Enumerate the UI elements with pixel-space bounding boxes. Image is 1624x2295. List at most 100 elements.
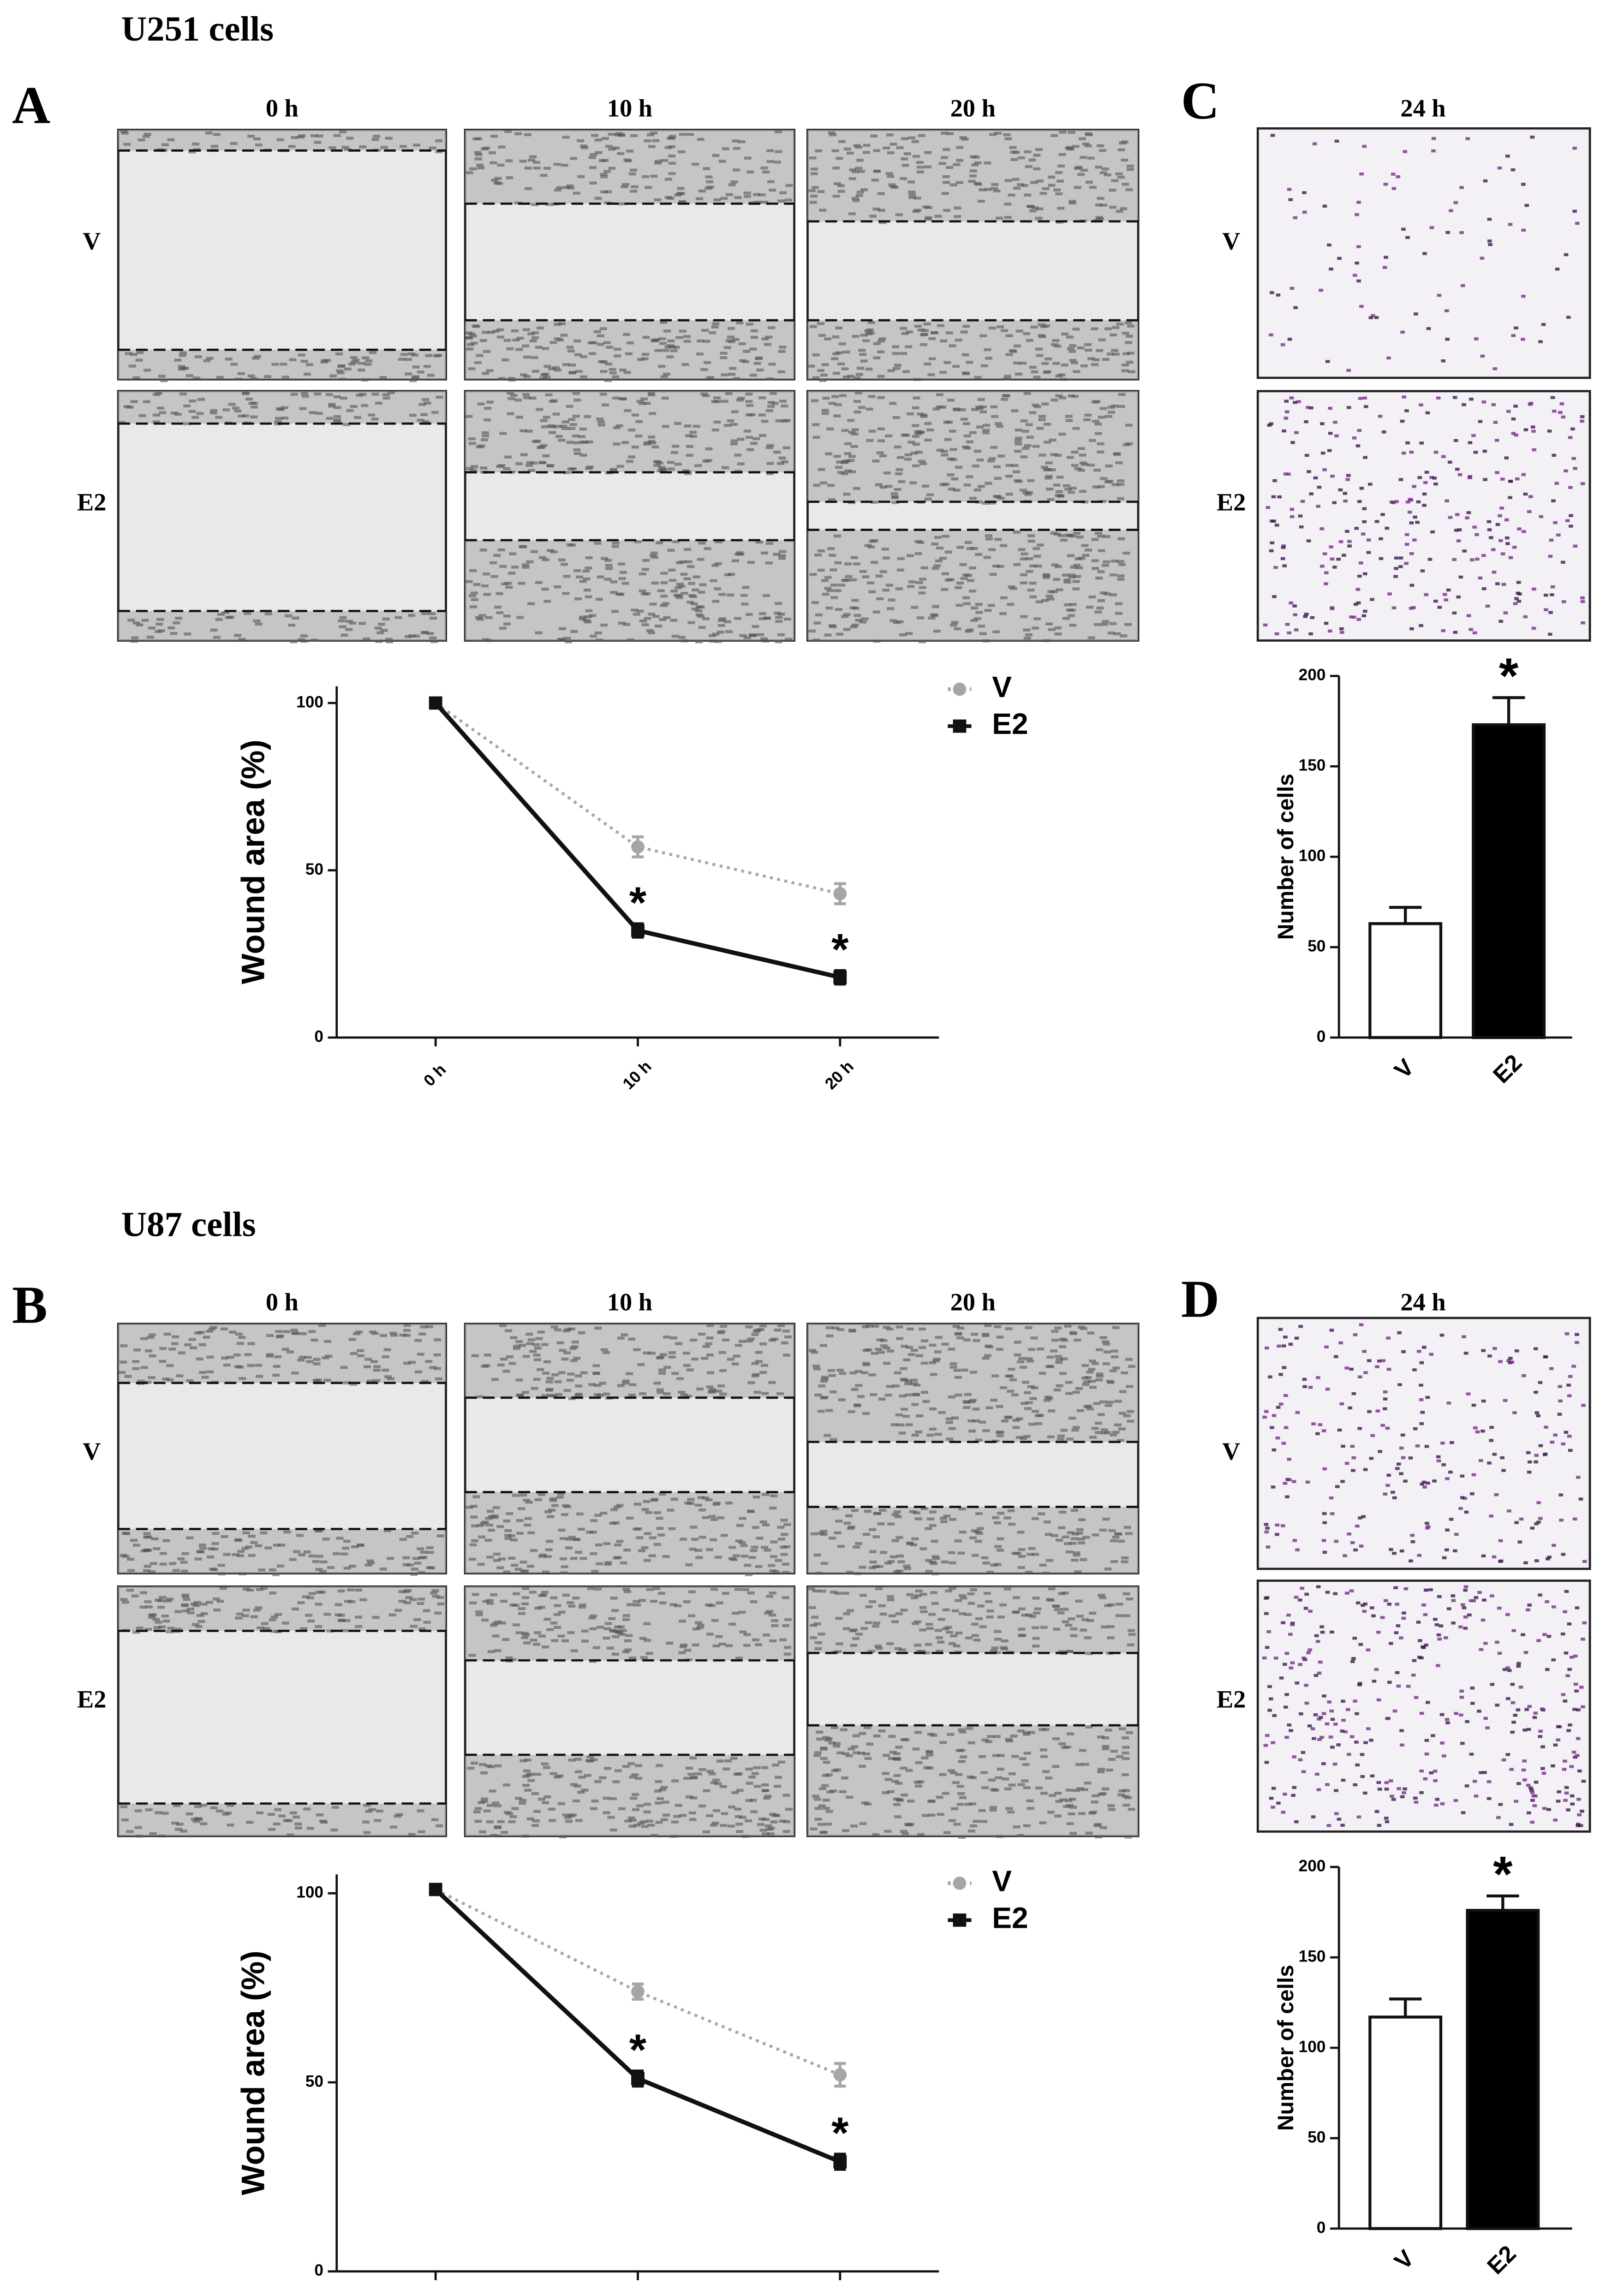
cell [1099, 1826, 1107, 1830]
cell [849, 1371, 857, 1375]
cell [622, 183, 630, 186]
cell [1063, 603, 1071, 607]
cell [689, 1548, 697, 1551]
cell [758, 413, 766, 417]
cell [1270, 291, 1274, 294]
cell [621, 1333, 628, 1336]
cell [1116, 322, 1124, 326]
cell [583, 577, 591, 581]
cell [871, 560, 878, 564]
cell [996, 1347, 1003, 1351]
cell [591, 1799, 599, 1803]
cell [1116, 1603, 1123, 1606]
cell [757, 1823, 764, 1826]
cell [1404, 542, 1409, 546]
cell [1056, 588, 1063, 591]
cell [919, 1606, 927, 1609]
cell [412, 1557, 420, 1560]
cell [818, 334, 826, 337]
cell [982, 639, 990, 643]
cell [122, 1532, 130, 1535]
cell [405, 358, 412, 361]
cell [887, 1349, 895, 1353]
cell [1045, 475, 1053, 478]
cell [910, 1378, 918, 1382]
cell [911, 1433, 919, 1437]
cell [1027, 1806, 1034, 1810]
cell [130, 1538, 138, 1542]
cell [1021, 1613, 1029, 1617]
cell [223, 1553, 231, 1556]
cell [542, 1801, 549, 1805]
cell [292, 1607, 299, 1611]
cell [780, 1519, 788, 1522]
cell [829, 133, 837, 137]
cell [706, 1336, 714, 1340]
cell [832, 167, 840, 170]
cell [943, 361, 951, 364]
cell [1054, 626, 1062, 630]
cell [1491, 548, 1496, 551]
cell [522, 563, 530, 566]
cell [668, 1355, 676, 1359]
cell [1031, 1410, 1039, 1413]
cell [690, 602, 698, 606]
cell [241, 1547, 249, 1550]
cell [523, 355, 531, 359]
cell [1325, 360, 1330, 363]
cell [247, 135, 255, 138]
cell [1063, 484, 1070, 487]
cell [1069, 1806, 1077, 1809]
cell [1097, 450, 1105, 453]
cell [1047, 597, 1055, 601]
cell [1445, 231, 1450, 234]
cell [887, 1598, 895, 1602]
cell [1075, 1532, 1083, 1535]
cell [142, 135, 150, 138]
cell [1437, 606, 1442, 609]
cell [1100, 1428, 1108, 1431]
cell [1409, 584, 1415, 587]
cell [210, 628, 218, 632]
cell [516, 1394, 524, 1397]
cell [750, 1810, 758, 1813]
cell [478, 1535, 486, 1538]
cell [210, 409, 218, 412]
cell [633, 1348, 641, 1352]
cell [731, 1611, 739, 1615]
cell [176, 1823, 184, 1826]
cell [911, 1403, 919, 1406]
cell [672, 346, 680, 349]
cell [1053, 1388, 1061, 1392]
cell [323, 1613, 331, 1616]
cell [350, 1352, 358, 1355]
cell [494, 605, 502, 609]
cell [170, 411, 178, 415]
cell [1120, 634, 1128, 638]
cell [596, 1562, 603, 1566]
cell [1524, 1708, 1529, 1711]
cell [522, 344, 530, 348]
cell [874, 1645, 882, 1648]
cell [515, 1631, 523, 1634]
cell [949, 1771, 957, 1775]
cell [1498, 514, 1502, 518]
cell [1048, 628, 1056, 631]
cell [770, 1619, 778, 1622]
cell [887, 1560, 895, 1563]
cell [967, 1830, 975, 1833]
cell [951, 621, 959, 624]
cell [1357, 1427, 1362, 1430]
cell [251, 405, 258, 409]
cell [1282, 429, 1286, 433]
cell [1095, 1378, 1103, 1382]
cell [949, 1362, 957, 1365]
cell [845, 575, 853, 578]
cell [630, 168, 638, 172]
cell [712, 322, 720, 326]
cell [423, 365, 431, 368]
cell [767, 405, 775, 408]
cell [503, 1519, 511, 1523]
cell [1111, 349, 1119, 352]
cell [1099, 203, 1107, 207]
